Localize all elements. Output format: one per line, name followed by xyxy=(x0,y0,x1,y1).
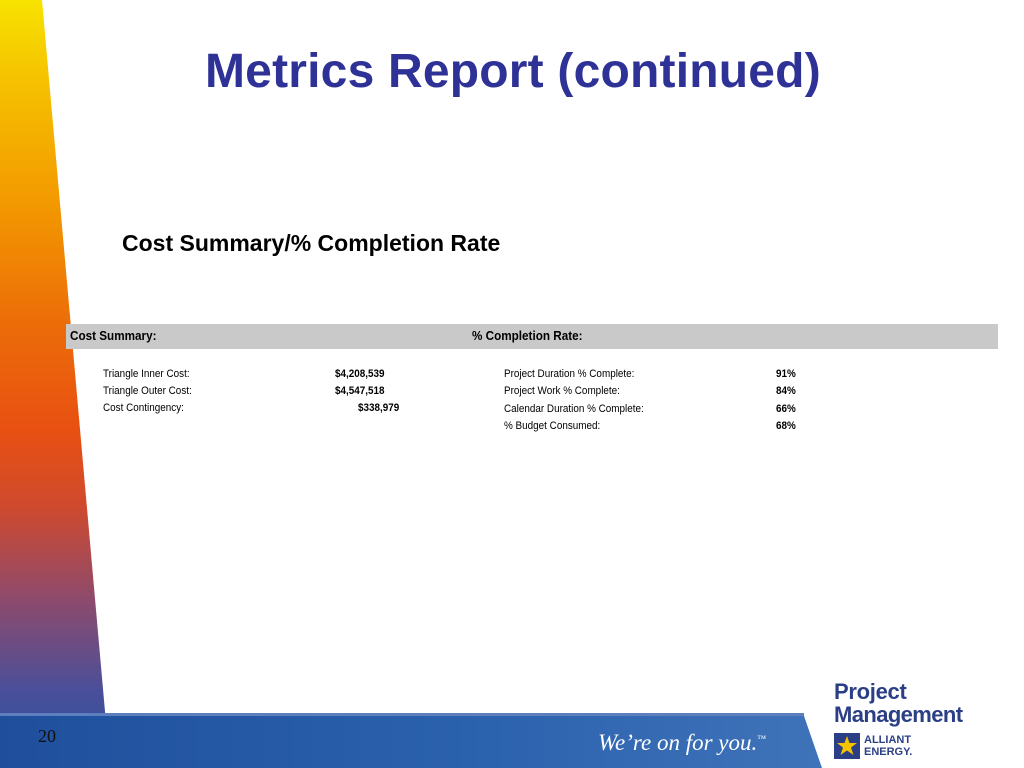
completion-row-value: 66% xyxy=(776,403,796,415)
left-gradient-stripe xyxy=(0,0,110,768)
cost-row-label: Cost Contingency: xyxy=(103,402,184,414)
completion-rate-header: % Completion Rate: xyxy=(472,328,583,343)
cost-summary-header: Cost Summary: xyxy=(70,328,157,343)
page-number: 20 xyxy=(38,726,56,746)
alliant-energy-logo-icon xyxy=(834,733,860,759)
brand-line-2: ENERGY. xyxy=(864,746,913,758)
completion-row-label: % Budget Consumed: xyxy=(504,420,601,432)
section-subtitle: Cost Summary/% Completion Rate xyxy=(122,230,501,256)
project-management-logo-line1: Project xyxy=(834,679,907,704)
trademark-symbol: ™ xyxy=(757,733,767,744)
completion-row-label: Project Duration % Complete: xyxy=(504,368,635,380)
completion-row-value: 68% xyxy=(776,420,796,432)
cost-row-value: $4,208,539 xyxy=(335,368,385,380)
completion-row-value: 91% xyxy=(776,368,796,380)
tagline-text: We’re on for you. xyxy=(598,730,758,755)
cost-row-label: Triangle Inner Cost: xyxy=(103,368,190,380)
cost-row-value: $338,979 xyxy=(358,402,400,414)
project-management-logo-line2: Management xyxy=(834,702,963,727)
alliant-energy-logo-text: ALLIANT ENERGY. xyxy=(864,734,912,758)
slide-title: Metrics Report (continued) xyxy=(205,45,821,98)
cost-row-value: $4,547,518 xyxy=(335,385,385,397)
brand-line-1: ALLIANT xyxy=(864,734,912,746)
footer-bar-edge xyxy=(0,713,804,716)
completion-row-label: Project Work % Complete: xyxy=(504,385,620,397)
footer-tagline: We’re on for you.™ xyxy=(598,730,766,756)
table-header-bar xyxy=(66,324,998,349)
completion-row-value: 84% xyxy=(776,385,796,397)
completion-row-label: Calendar Duration % Complete: xyxy=(504,403,644,415)
cost-row-label: Triangle Outer Cost: xyxy=(103,385,192,397)
footer-bar xyxy=(0,716,822,768)
